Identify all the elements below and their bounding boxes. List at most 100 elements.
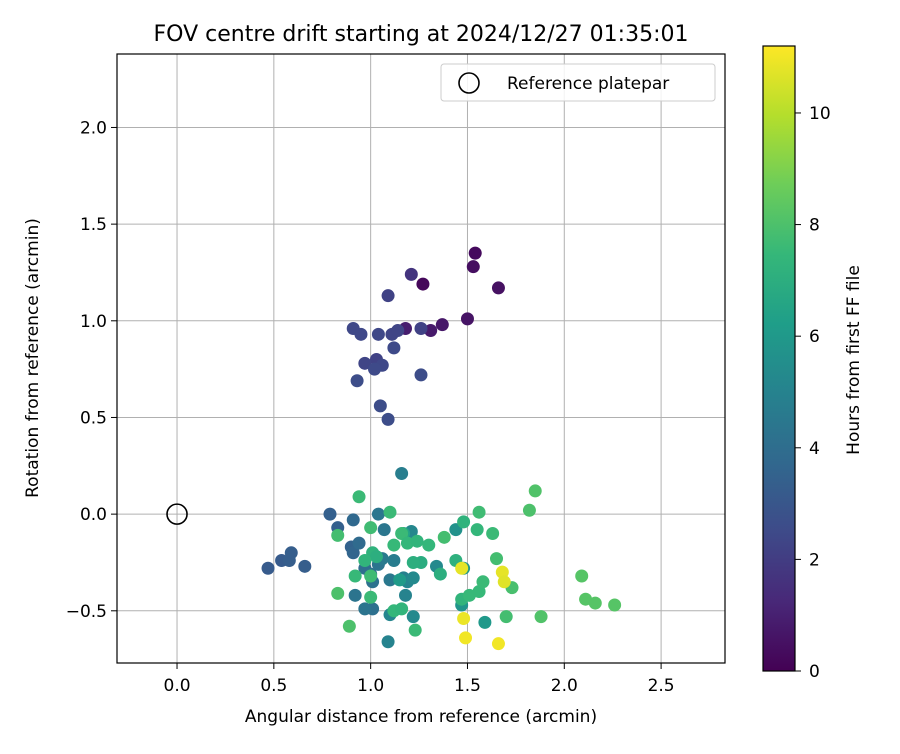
data-point — [486, 526, 500, 540]
colorbar-tick-label: 8 — [809, 216, 820, 236]
data-point — [406, 610, 420, 624]
reference-marker — [166, 503, 188, 525]
data-point — [459, 631, 473, 645]
data-point — [575, 569, 589, 583]
data-point — [346, 513, 360, 527]
data-point — [457, 515, 471, 529]
data-point — [393, 573, 407, 587]
x-tick-label: 0.0 — [164, 676, 191, 696]
data-point — [528, 484, 542, 498]
data-point — [381, 412, 395, 426]
data-point — [364, 569, 378, 583]
legend-box — [440, 63, 716, 102]
data-point — [395, 467, 409, 481]
data-point — [395, 526, 409, 540]
data-point — [490, 552, 504, 566]
data-point — [377, 523, 391, 537]
data-point — [346, 546, 360, 560]
data-point — [468, 246, 482, 260]
data-point — [414, 322, 428, 336]
x-tick-label: 1.0 — [357, 676, 384, 696]
colorbar-tick-label: 2 — [809, 550, 820, 570]
x-axis-label: Angular distance from reference (arcmin) — [245, 707, 597, 727]
grid — [117, 54, 725, 663]
x-tick-label: 2.0 — [551, 676, 578, 696]
colorbar-ticks: 0 2 4 6 8 10 — [795, 104, 831, 682]
data-point — [383, 505, 397, 519]
data-point — [342, 619, 356, 633]
colorbar-tick-label: 10 — [809, 104, 831, 124]
data-point — [588, 596, 602, 610]
data-point — [381, 635, 395, 649]
data-point — [358, 554, 372, 568]
data-point — [364, 590, 378, 604]
legend-marker-icon — [458, 72, 480, 94]
colorbar-tick-label: 6 — [809, 327, 820, 347]
y-tick-label: 0.5 — [80, 408, 107, 428]
legend-label: Reference platepar — [507, 74, 669, 94]
data-point — [331, 586, 345, 600]
y-tick-label: 0.0 — [80, 505, 107, 525]
data-point — [466, 260, 480, 274]
data-point — [522, 503, 536, 517]
data-point — [369, 550, 383, 564]
data-point — [608, 598, 622, 612]
data-point — [460, 312, 474, 326]
plot-frame — [116, 53, 726, 664]
data-point — [350, 374, 364, 388]
data-point — [371, 327, 385, 341]
data-point — [457, 612, 471, 626]
data-point — [406, 571, 420, 585]
y-tick-label: −0.5 — [66, 602, 107, 622]
data-point — [331, 528, 345, 542]
y-tick-label: 1.5 — [80, 215, 107, 235]
data-point — [435, 318, 449, 332]
colorbar-tick-label: 4 — [809, 439, 820, 459]
y-axis-label: Rotation from reference (arcmin) — [23, 218, 43, 498]
data-point — [373, 399, 387, 413]
data-point — [298, 559, 312, 573]
data-point — [391, 323, 405, 337]
data-point — [472, 505, 486, 519]
x-tick-label: 0.5 — [260, 676, 287, 696]
data-point — [495, 565, 509, 579]
data-point — [462, 588, 476, 602]
data-point — [381, 289, 395, 303]
data-point — [284, 546, 298, 560]
data-point — [491, 281, 505, 295]
data-point — [364, 521, 378, 535]
data-point — [437, 530, 451, 544]
data-point — [534, 610, 548, 624]
reference-layer — [166, 503, 188, 525]
scatter-points — [261, 246, 622, 651]
x-ticks: 0.0 0.5 1.0 1.5 2.0 2.5 — [164, 663, 675, 696]
data-point — [368, 362, 382, 376]
data-point — [400, 536, 414, 550]
x-tick-label: 1.5 — [454, 676, 481, 696]
data-point — [410, 534, 424, 548]
data-point — [387, 554, 401, 568]
data-point — [404, 267, 418, 281]
x-tick-label: 2.5 — [648, 676, 675, 696]
data-point — [476, 575, 490, 589]
data-point — [497, 575, 511, 589]
data-point — [470, 523, 484, 537]
data-point — [383, 573, 397, 587]
data-point — [261, 561, 275, 575]
data-point — [348, 569, 362, 583]
colorbar-tick-label: 0 — [809, 662, 820, 682]
data-point — [422, 538, 436, 552]
data-point — [416, 277, 430, 291]
colorbar-label: Hours from first FF file — [844, 265, 864, 455]
data-point — [399, 588, 413, 602]
data-point — [499, 610, 513, 624]
data-point — [433, 567, 447, 581]
data-point — [358, 356, 372, 370]
y-ticks: −0.5 0.0 0.5 1.0 1.5 2.0 — [66, 118, 117, 622]
data-point — [414, 368, 428, 382]
data-point — [406, 555, 420, 569]
data-point — [408, 623, 422, 637]
data-point — [387, 341, 401, 355]
